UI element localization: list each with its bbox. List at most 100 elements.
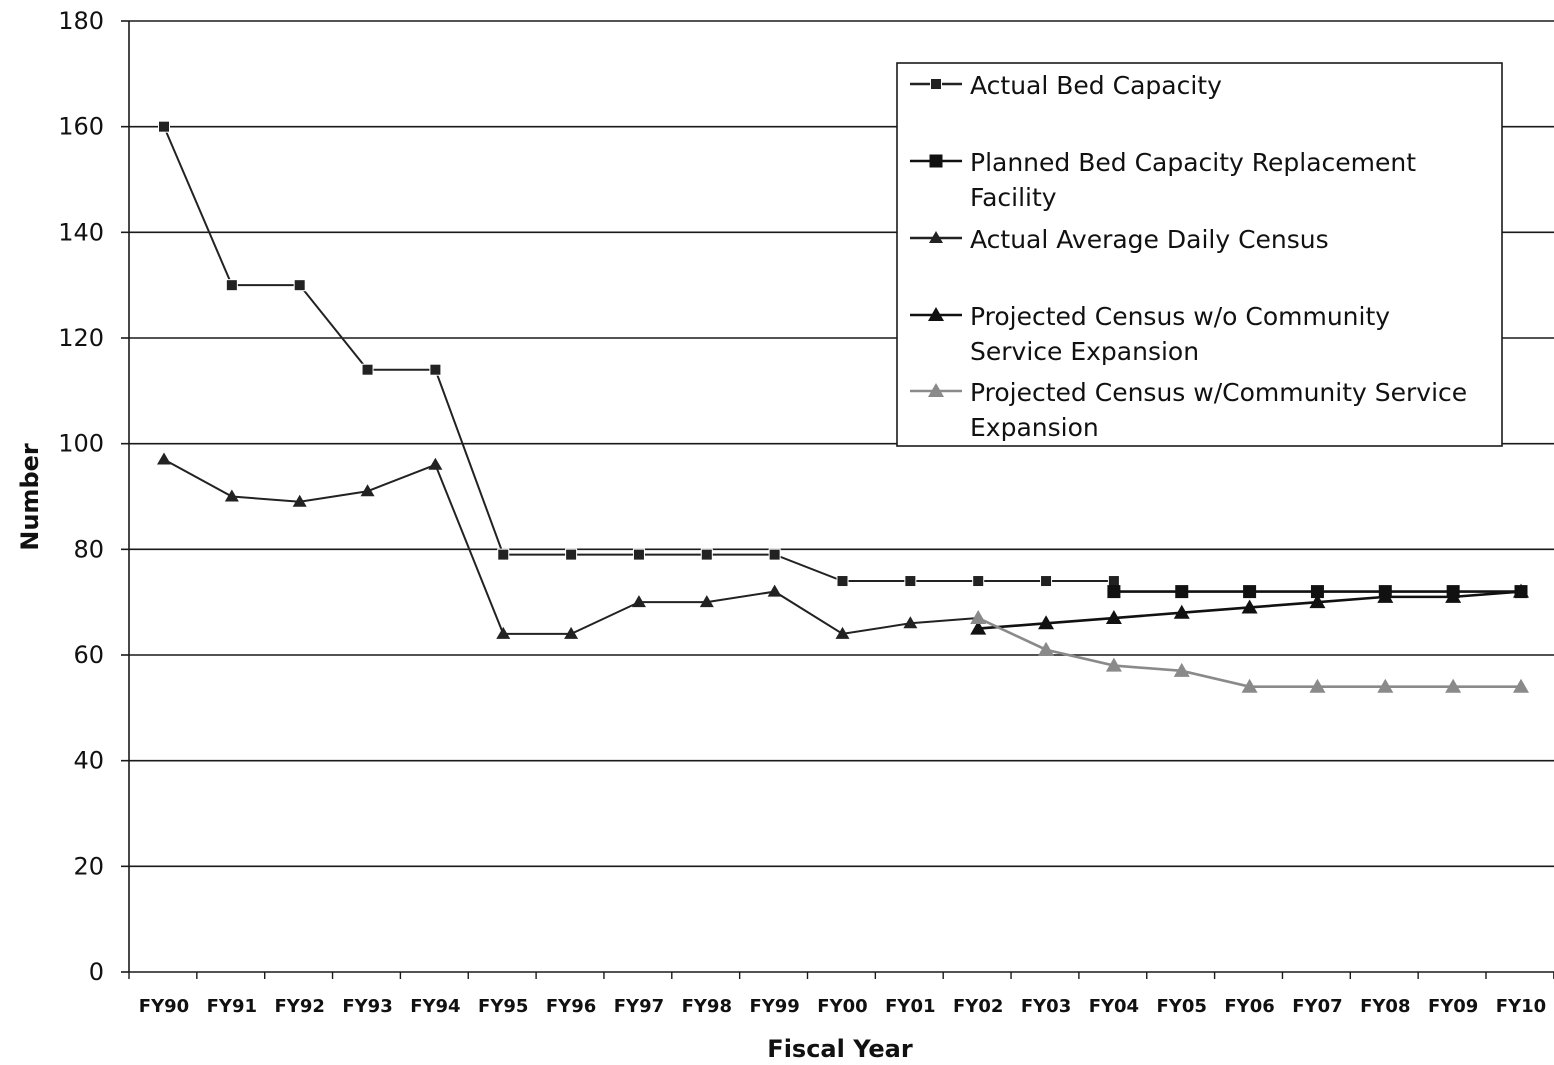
series-1 [158,120,1120,588]
legend-item: Projected Census w/o Community Service Ex… [910,302,1390,366]
data-point [1040,575,1053,588]
data-point [1105,657,1122,672]
x-tick-label: FY03 [1021,996,1071,1017]
legend-label: Actual Average Daily Census [970,225,1329,254]
y-tick-label: 60 [73,641,104,669]
legend-label: Planned Bed Capacity Replacement [970,148,1416,177]
data-point [1107,585,1121,599]
data-point [1173,662,1190,677]
data-point [1377,678,1394,693]
x-tick-label: FY00 [817,996,867,1017]
data-point [1241,678,1258,693]
data-point [1175,585,1189,599]
y-tick-label: 80 [73,535,104,563]
y-tick-label: 140 [58,218,104,246]
legend-swatch-marker [928,383,944,397]
data-point [360,484,375,497]
x-tick-label: FY10 [1496,996,1546,1017]
legend-swatch-marker [929,231,943,243]
data-point [565,548,578,561]
data-point [1513,583,1529,598]
legend-item: Projected Census w/Community Service Expa… [910,378,1467,442]
data-point [1309,594,1326,609]
x-tick-label: FY94 [410,996,460,1017]
y-tick-label: 120 [58,324,104,352]
data-point [1107,575,1120,588]
data-point [496,626,511,639]
x-tick-label: FY04 [1089,996,1139,1017]
legend-swatch-marker [928,307,944,321]
y-axis-ticks: 0 20 40 60 80 100 120 140 160 180 [58,7,129,986]
data-point [836,575,849,588]
x-axis-title: Fiscal Year [767,1035,913,1063]
data-point [497,548,510,561]
x-tick-label: FY93 [342,996,392,1017]
legend-label: Actual Bed Capacity [970,71,1222,100]
data-point [632,548,645,561]
data-point [1038,641,1055,656]
data-point [970,610,987,625]
legend-item: Actual Bed Capacity [910,71,1222,100]
data-point [158,120,170,133]
data-point [292,494,307,507]
data-point [1445,588,1462,603]
data-point [224,489,239,502]
series-group [157,120,1529,693]
data-point [428,457,443,470]
y-tick-label: 20 [73,852,104,880]
data-point [1243,585,1257,599]
x-tick-label: FY91 [207,996,257,1017]
x-tick-label: FY02 [953,996,1003,1017]
data-point [157,452,171,465]
y-axis-title: Number [16,443,44,551]
data-point [1445,678,1462,693]
y-tick-label: 100 [58,430,104,458]
data-point [767,584,782,597]
legend-box [896,62,1503,447]
data-point [699,595,714,608]
data-point [1241,599,1258,614]
data-point [768,548,781,561]
legend-swatch-marker [930,78,942,90]
data-point [903,616,918,629]
legend-item: Planned Bed Capacity Replacement Facility [910,148,1416,212]
data-point [835,626,850,639]
x-tick-label: FY92 [275,996,325,1017]
data-point [631,595,646,608]
series-4 [970,583,1529,635]
x-tick-label: FY98 [682,996,732,1017]
series-3 [157,452,986,639]
series-line [977,616,1521,689]
legend-label: Facility [970,183,1057,212]
legend-label: Expansion [970,413,1099,442]
x-tick-label: FY95 [478,996,528,1017]
data-point [904,575,917,588]
data-point [293,279,306,292]
x-tick-label: FY08 [1360,996,1410,1017]
grid-lines [129,20,1554,868]
x-tick-label: FY09 [1428,996,1478,1017]
data-point [1105,610,1122,625]
x-tick-label: FY90 [139,996,189,1017]
data-point [225,279,238,292]
y-tick-label: 40 [73,747,104,775]
legend: Actual Bed Capacity Planned Bed Capacity … [896,62,1503,447]
x-tick-label: FY99 [749,996,799,1017]
data-point [429,363,442,376]
data-point [1310,585,1324,599]
data-point [1513,678,1529,693]
axes [128,21,1554,973]
data-point [970,620,987,635]
legend-swatch-marker [929,154,943,168]
x-tick-label: FY01 [885,996,935,1017]
data-point [1038,615,1055,630]
data-point [1309,678,1326,693]
legend-label: Service Expansion [970,337,1199,366]
legend-item: Actual Average Daily Census [910,225,1329,254]
x-tick-label: FY07 [1292,996,1342,1017]
series-line [163,458,979,635]
y-tick-label: 180 [58,7,104,35]
legend-label: Projected Census w/Community Service [970,378,1467,407]
x-axis-ticks: FY90 FY91 FY92 FY93 FY94 FY95 FY96 FY97 FY98 FY99… [128,972,1554,1017]
